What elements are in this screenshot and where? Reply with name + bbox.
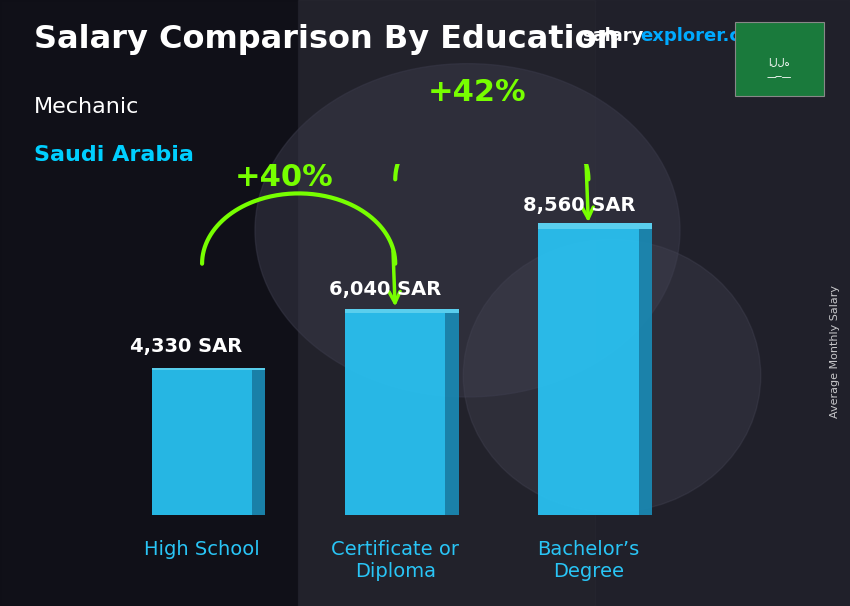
- Bar: [298, 0, 595, 606]
- Bar: [152, 370, 252, 515]
- Ellipse shape: [463, 239, 761, 512]
- Bar: [538, 224, 652, 228]
- Text: +40%: +40%: [235, 162, 333, 191]
- Bar: [595, 0, 850, 606]
- Bar: [638, 228, 652, 515]
- Text: Average Monthly Salary: Average Monthly Salary: [830, 285, 840, 418]
- Text: Certificate or
Diploma: Certificate or Diploma: [332, 540, 459, 581]
- Bar: [252, 370, 265, 515]
- Text: 6,040 SAR: 6,040 SAR: [330, 280, 442, 299]
- Text: Mechanic: Mechanic: [34, 97, 139, 117]
- Text: —─—: —─—: [767, 73, 792, 82]
- Bar: [345, 313, 445, 515]
- Text: Salary Comparison By Education: Salary Comparison By Education: [34, 24, 620, 55]
- Text: explorer.com: explorer.com: [640, 27, 771, 45]
- Text: Bachelor’s
Degree: Bachelor’s Degree: [537, 540, 639, 581]
- Text: الله: الله: [768, 57, 790, 67]
- Text: 4,330 SAR: 4,330 SAR: [131, 337, 243, 356]
- Bar: [445, 313, 458, 515]
- Text: salary: salary: [582, 27, 643, 45]
- Text: High School: High School: [144, 540, 260, 559]
- Text: Saudi Arabia: Saudi Arabia: [34, 145, 194, 165]
- Bar: [538, 228, 638, 515]
- Bar: [345, 309, 458, 313]
- Bar: [0, 0, 298, 606]
- Ellipse shape: [255, 64, 680, 397]
- FancyBboxPatch shape: [735, 22, 824, 96]
- Text: 8,560 SAR: 8,560 SAR: [523, 196, 635, 215]
- Text: +42%: +42%: [428, 78, 527, 107]
- Bar: [152, 368, 265, 370]
